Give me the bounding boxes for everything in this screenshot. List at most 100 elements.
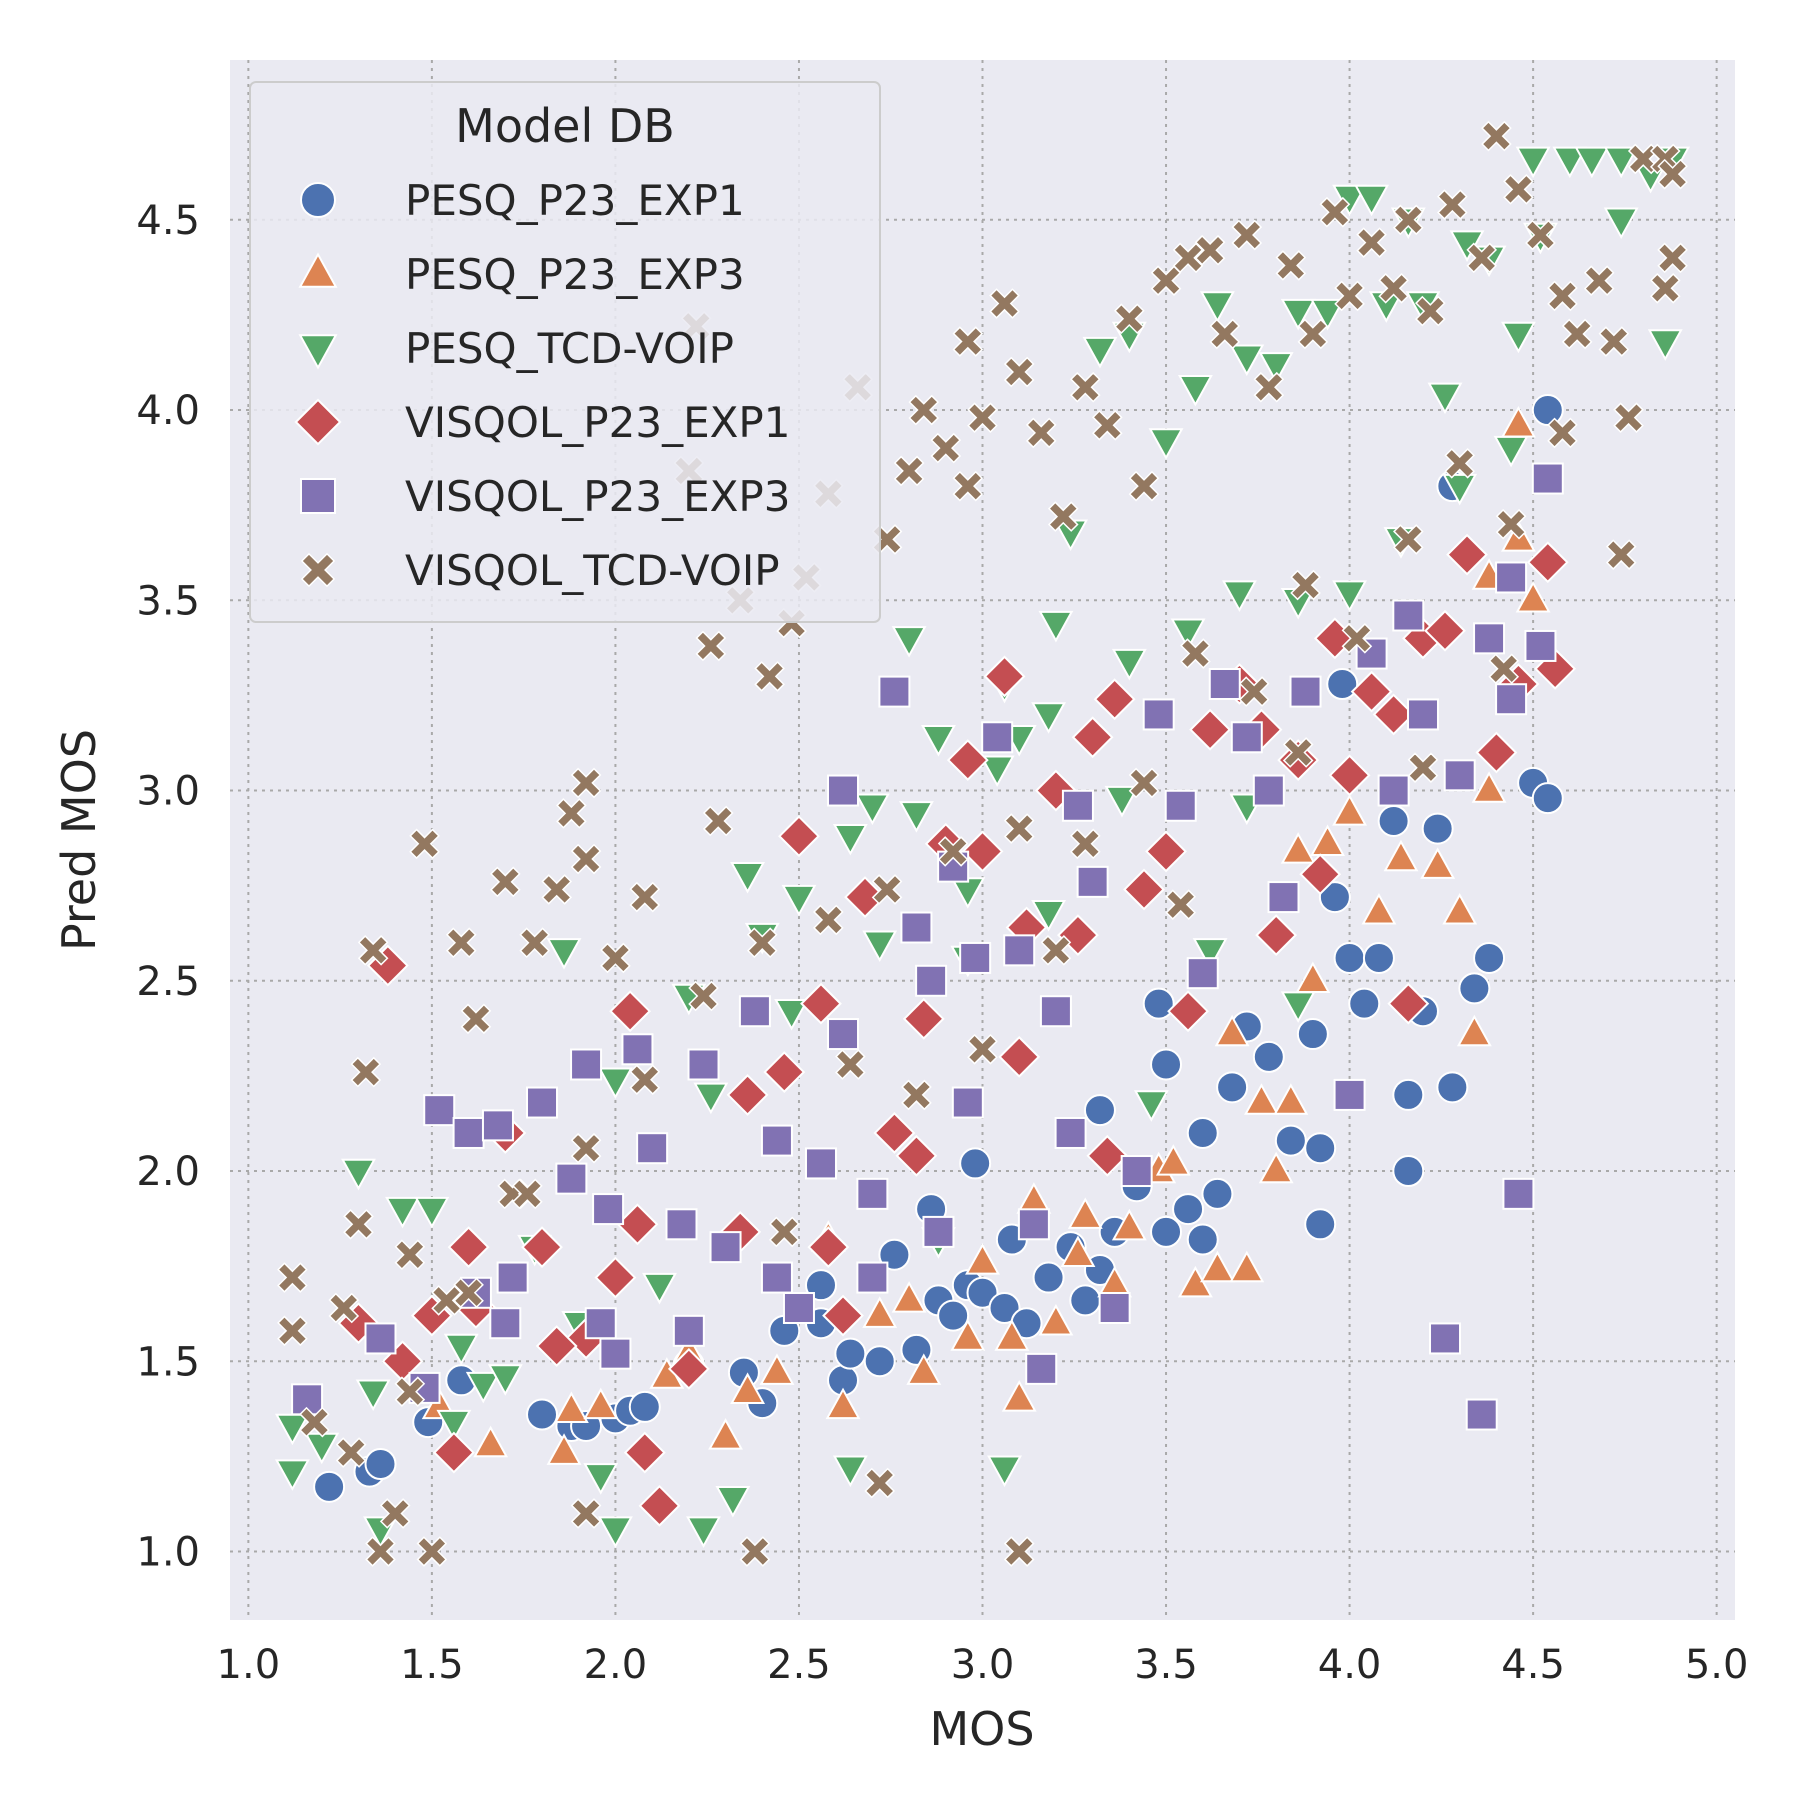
data-point <box>519 927 550 959</box>
data-point <box>1318 881 1351 914</box>
data-point <box>709 1231 742 1264</box>
data-point <box>778 815 820 858</box>
data-point <box>1114 303 1145 335</box>
data-point <box>1443 759 1476 792</box>
x-tick-label: 4.0 <box>1318 1642 1382 1688</box>
data-point <box>1515 146 1551 179</box>
x-tick-label: 2.0 <box>584 1642 648 1688</box>
data-point <box>1647 329 1683 361</box>
data-point <box>1280 991 1316 1023</box>
data-point <box>328 1292 360 1324</box>
data-point <box>1406 698 1439 731</box>
data-point <box>570 1048 603 1081</box>
data-point <box>1031 900 1067 932</box>
data-point <box>1350 670 1393 713</box>
data-point <box>1310 824 1345 857</box>
data-point <box>878 675 911 708</box>
data-point <box>599 1337 632 1370</box>
legend-marker <box>300 552 336 588</box>
legend: Model DB PESQ_P23_EXP1 PESQ_P23_EXP3 PESQ_… <box>249 81 881 623</box>
data-point <box>1427 382 1463 415</box>
data-point <box>350 1056 382 1088</box>
data-point <box>1290 569 1321 601</box>
data-point <box>950 1319 986 1351</box>
data-point <box>597 1067 633 1100</box>
data-point <box>409 828 440 860</box>
data-point <box>299 1406 330 1438</box>
y-tick-label: 4.5 <box>136 198 200 244</box>
data-point <box>1069 1284 1102 1317</box>
data-point <box>759 1353 795 1385</box>
data-point <box>364 1322 397 1355</box>
data-point <box>1047 501 1079 532</box>
data-point <box>687 1048 720 1081</box>
data-point <box>1304 1208 1337 1241</box>
legend-title: Model DB <box>455 99 675 153</box>
data-point <box>1574 146 1610 179</box>
data-point <box>1377 774 1410 807</box>
data-point <box>1583 265 1615 296</box>
data-point <box>921 725 956 757</box>
data-point <box>487 1364 523 1396</box>
data-point <box>1525 219 1556 251</box>
data-point <box>609 990 652 1033</box>
data-point <box>638 1484 681 1527</box>
data-point <box>952 326 984 357</box>
data-point <box>584 1307 617 1340</box>
data-point <box>832 1455 868 1488</box>
data-point <box>570 767 602 799</box>
data-point <box>1003 934 1036 967</box>
data-point <box>473 1425 509 1458</box>
legend-marker <box>298 334 338 370</box>
data-point <box>1170 618 1206 651</box>
data-point <box>460 1003 492 1035</box>
data-point <box>1216 1071 1249 1104</box>
y-tick-label: 4.0 <box>136 388 200 434</box>
data-point <box>1274 1124 1307 1157</box>
data-point <box>864 1467 896 1499</box>
data-point <box>1348 987 1381 1020</box>
y-tick-label: 1.0 <box>136 1530 200 1576</box>
data-point <box>436 1409 472 1442</box>
data-point <box>1229 1250 1265 1283</box>
data-point <box>891 1281 927 1313</box>
data-point <box>277 1262 308 1293</box>
data-point <box>1341 623 1373 654</box>
data-point <box>952 470 984 502</box>
data-point <box>1111 648 1147 681</box>
data-point <box>1613 402 1644 433</box>
data-point <box>967 402 998 433</box>
data-point <box>908 394 940 426</box>
data-point <box>891 626 927 658</box>
data-point <box>1310 298 1345 331</box>
data-point <box>1280 832 1316 864</box>
data-point <box>768 1216 800 1248</box>
data-point <box>702 805 734 837</box>
data-point <box>546 938 582 970</box>
data-point <box>1054 1116 1087 1149</box>
data-point <box>856 1177 889 1210</box>
data-point <box>1488 653 1520 685</box>
data-point <box>825 1387 861 1420</box>
data-point <box>1383 839 1419 872</box>
data-point <box>804 1147 837 1180</box>
data-point <box>1552 146 1588 179</box>
data-point <box>730 1372 766 1404</box>
data-point <box>465 1371 501 1404</box>
data-point <box>1495 508 1527 540</box>
data-point <box>967 1033 998 1065</box>
data-point <box>686 1516 721 1549</box>
data-point <box>616 1203 659 1246</box>
data-point <box>834 1337 867 1370</box>
data-point <box>726 1074 769 1116</box>
legend-marker <box>300 182 336 218</box>
data-point <box>708 1418 743 1450</box>
data-point <box>688 980 719 1012</box>
data-point <box>937 1299 970 1332</box>
legend-marker <box>298 252 338 288</box>
data-point <box>1067 1197 1103 1229</box>
data-point <box>1429 1322 1462 1355</box>
data-point <box>1123 868 1165 911</box>
data-point <box>621 1033 654 1066</box>
